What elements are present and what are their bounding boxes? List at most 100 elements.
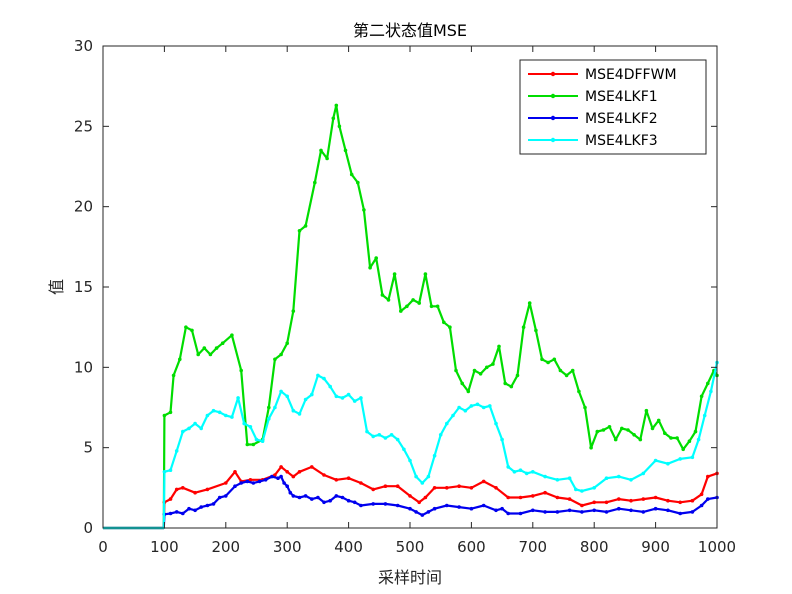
data-point xyxy=(340,495,345,500)
x-tick-label: 1000 xyxy=(698,538,736,556)
series-MSE4DFFWM xyxy=(103,465,719,530)
data-point xyxy=(592,500,596,505)
data-point xyxy=(460,381,465,386)
data-point xyxy=(267,416,271,421)
data-point xyxy=(543,474,547,479)
data-point xyxy=(641,510,646,514)
legend-marker xyxy=(550,115,556,121)
data-point xyxy=(629,508,633,513)
data-point xyxy=(395,484,400,489)
data-point xyxy=(426,474,431,479)
data-point xyxy=(564,373,569,378)
data-point xyxy=(260,439,265,444)
data-point xyxy=(371,502,376,506)
data-point xyxy=(205,487,210,492)
data-point xyxy=(466,389,471,394)
data-point xyxy=(383,484,388,489)
data-point xyxy=(386,298,391,302)
data-point xyxy=(408,458,412,463)
x-tick-label: 300 xyxy=(273,538,302,556)
data-point xyxy=(644,408,649,413)
data-point xyxy=(690,455,695,460)
data-point xyxy=(675,436,679,440)
data-point xyxy=(273,405,277,410)
data-point xyxy=(663,431,667,436)
data-point xyxy=(184,325,188,330)
data-point xyxy=(168,410,173,415)
data-point xyxy=(325,156,329,161)
data-point xyxy=(389,433,394,437)
data-point xyxy=(205,503,210,508)
data-point xyxy=(518,511,523,516)
data-point xyxy=(699,503,704,508)
data-point xyxy=(322,473,326,477)
data-point xyxy=(653,495,658,500)
data-point xyxy=(270,474,274,479)
data-point xyxy=(217,495,222,500)
data-point xyxy=(531,494,535,498)
y-tick-label: 0 xyxy=(83,519,93,537)
data-point xyxy=(601,428,606,432)
data-point xyxy=(279,474,283,479)
data-point xyxy=(666,461,670,466)
data-point xyxy=(352,500,357,505)
x-axis-label: 采样时间 xyxy=(378,568,442,587)
data-point xyxy=(297,412,302,416)
data-point xyxy=(543,490,547,495)
data-point xyxy=(617,497,621,501)
data-point xyxy=(349,172,354,177)
data-point xyxy=(245,479,250,484)
data-point xyxy=(709,389,713,394)
data-point xyxy=(383,502,388,506)
data-point xyxy=(162,470,167,474)
data-point xyxy=(346,476,351,481)
data-point xyxy=(641,471,646,476)
series-line xyxy=(103,465,718,530)
data-point xyxy=(457,405,461,410)
data-point xyxy=(288,490,293,495)
y-tick-label: 25 xyxy=(74,117,93,135)
x-tick-label: 600 xyxy=(457,538,486,556)
data-point xyxy=(279,352,283,357)
data-point xyxy=(521,325,526,330)
data-point xyxy=(359,503,363,508)
chart-title: 第二状态值MSE xyxy=(353,21,467,40)
data-point xyxy=(310,392,314,397)
data-point xyxy=(500,437,504,442)
data-point xyxy=(392,272,397,276)
data-point xyxy=(276,476,280,481)
data-point xyxy=(193,508,197,513)
data-point xyxy=(383,436,388,440)
data-point xyxy=(491,362,495,366)
data-point xyxy=(506,465,511,469)
data-point xyxy=(224,413,228,418)
data-point xyxy=(352,399,357,403)
data-point xyxy=(310,497,314,501)
data-point xyxy=(380,293,385,297)
y-tick-label: 20 xyxy=(74,198,93,216)
data-point xyxy=(346,498,351,503)
data-point xyxy=(193,490,197,495)
data-point xyxy=(592,486,596,490)
legend-item: MSE4LKF3 xyxy=(528,133,658,149)
data-point xyxy=(653,506,658,511)
data-point xyxy=(331,116,336,121)
x-tick-label: 0 xyxy=(98,538,108,556)
series-MSE4LKF3 xyxy=(103,360,719,530)
data-point xyxy=(488,404,492,408)
data-point xyxy=(555,478,560,482)
data-point xyxy=(666,498,670,503)
data-point xyxy=(181,429,185,434)
data-point xyxy=(423,272,428,276)
data-point xyxy=(282,481,286,485)
data-point xyxy=(322,376,326,381)
data-point xyxy=(497,344,501,349)
legend-item: MSE4LKF1 xyxy=(528,89,658,105)
data-point xyxy=(607,425,612,429)
data-point xyxy=(340,396,345,400)
series-line xyxy=(103,475,718,530)
data-point xyxy=(494,508,498,513)
data-point xyxy=(503,381,508,386)
data-point xyxy=(168,497,173,501)
data-point xyxy=(208,352,213,357)
